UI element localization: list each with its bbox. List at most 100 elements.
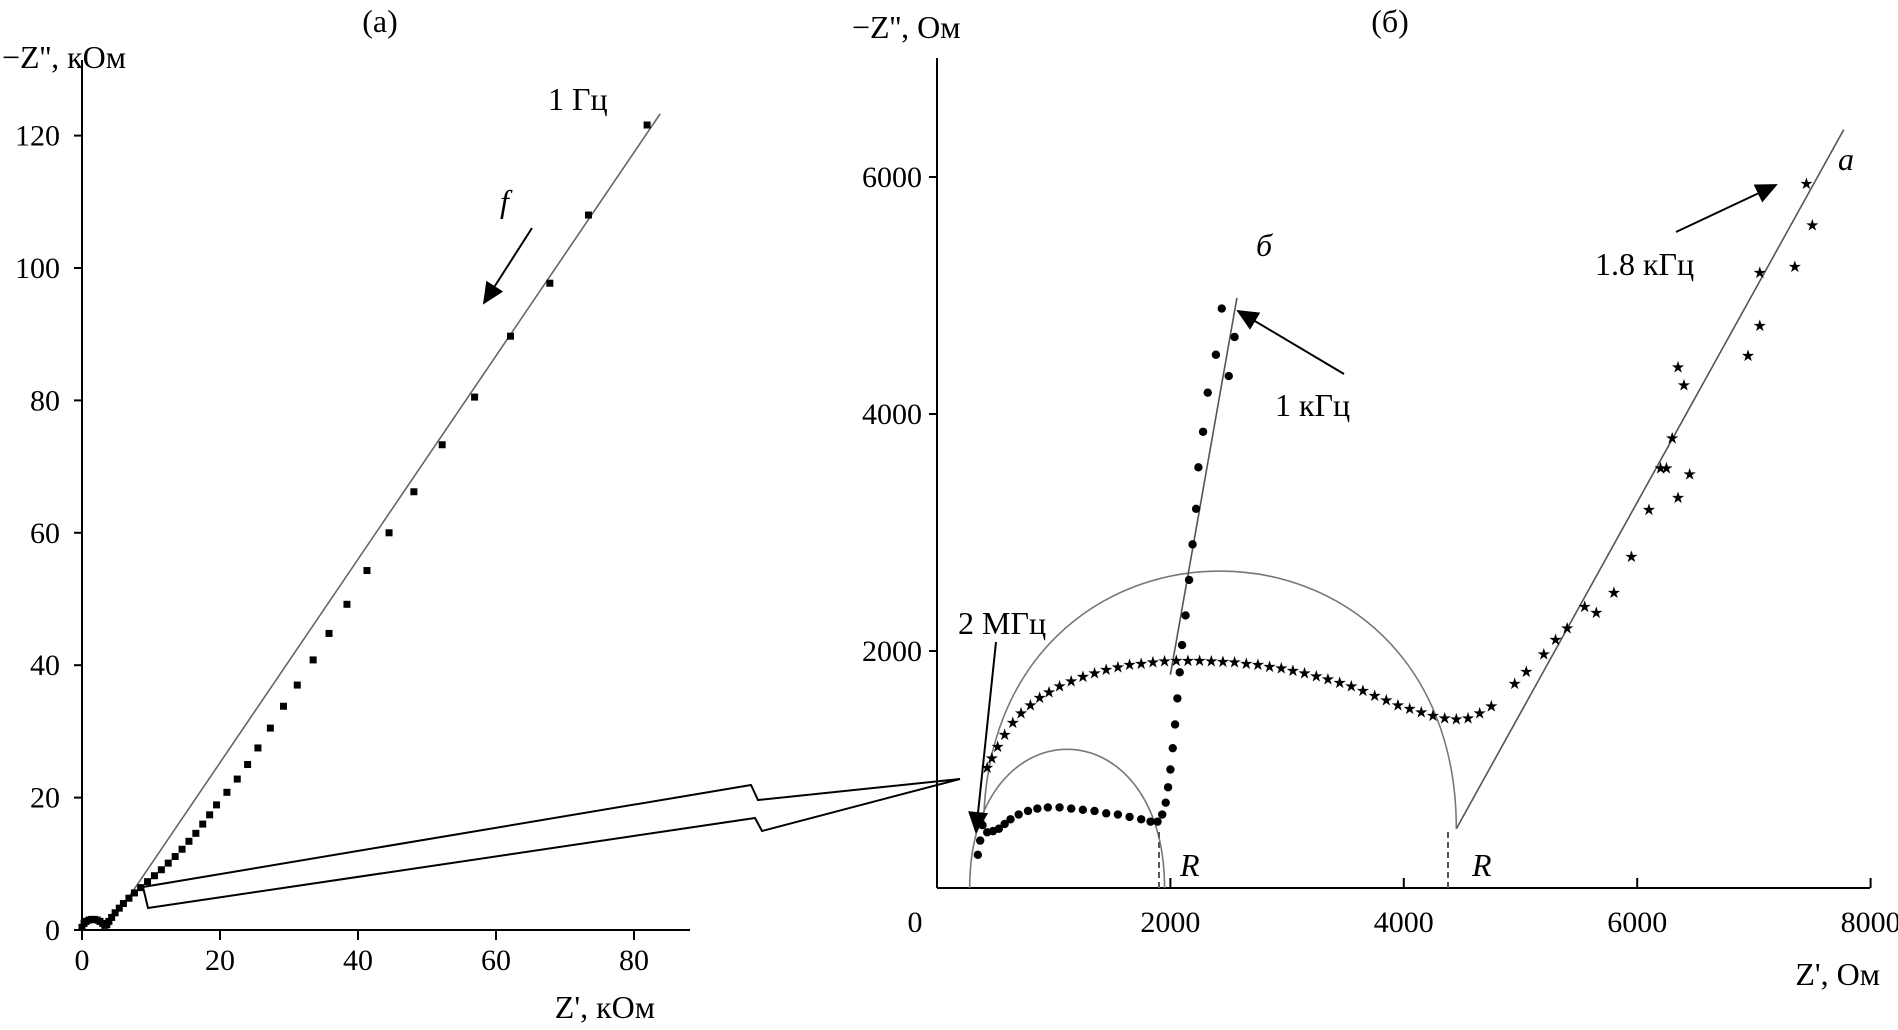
- panel-b-star-point: ★: [1099, 662, 1113, 679]
- panel-a-x-tick-label: 40: [343, 944, 373, 977]
- panel-b-circle-point: [973, 850, 983, 860]
- panel-a-data-point: [119, 900, 127, 908]
- panel-a-data-point: [108, 913, 116, 921]
- panel-b-star-point: ★: [1671, 490, 1685, 507]
- panel-b-circle-point: [1175, 668, 1184, 677]
- panel-b-star-point: ★: [1799, 176, 1813, 193]
- panel-b-star-point: ★: [1659, 460, 1673, 477]
- panel-b-circle-point: [1170, 720, 1180, 729]
- panel-a-data-points: [78, 121, 651, 931]
- panel-b-star-point: ★: [1309, 668, 1323, 685]
- panel-a-data-point: [130, 889, 138, 897]
- panel-b-star-point: ★: [1216, 654, 1230, 671]
- panel-b-semicircle-a: [982, 570, 1458, 829]
- panel-b-circle-point: [1211, 350, 1221, 359]
- panel-b-star-point: ★: [1297, 665, 1311, 682]
- panel-a-data-point: [125, 894, 133, 902]
- panel-b-star-point: ★: [1537, 646, 1551, 663]
- panel-b-r-label-2: R: [1471, 847, 1492, 883]
- panel-a-data-point: [266, 724, 274, 732]
- panel-a-data-point: [293, 681, 301, 689]
- panel-a-data-point: [506, 332, 514, 340]
- panel-b-x-axis-label: Z', Ом: [1795, 956, 1880, 992]
- panel-b-star-point: ★: [1023, 697, 1037, 714]
- panel-b-circle-point: [1006, 815, 1015, 824]
- panel-b-circle-point: [1161, 798, 1170, 807]
- panel-a-ticks: 0 20 40 60 80 0 20 40 60 80 100 120: [15, 120, 649, 977]
- panel-b-circle-point: [1168, 743, 1177, 753]
- panel-b-x-tick-label: 2000: [1140, 906, 1200, 939]
- panel-a-data-point: [192, 829, 200, 837]
- panel-b-circle-point: [1194, 463, 1203, 472]
- panel-b-1-8khz-arrow: [1675, 184, 1778, 233]
- panel-a-y-tick-label: 0: [45, 914, 60, 947]
- panel-a-y-tick-label: 120: [15, 120, 60, 153]
- panel-b-2mhz-label: 2 МГц: [958, 605, 1046, 641]
- panel-a-x-tick-label: 20: [205, 944, 235, 977]
- panel-b-star-point: ★: [1788, 259, 1802, 276]
- panel-b-star-point: ★: [1157, 653, 1171, 670]
- panel-b-circle-point: [1166, 765, 1175, 774]
- panel-a-data-point: [438, 441, 446, 449]
- panel-b-star-point: ★: [998, 727, 1012, 744]
- panel-b-fit-line-b: [1169, 297, 1238, 675]
- panel-b-circle-point: [1181, 611, 1190, 620]
- panel-a-data-point: [410, 488, 418, 496]
- panel-b-star-point: ★: [1519, 664, 1533, 681]
- panel-b-star-point: ★: [1014, 706, 1028, 723]
- panel-a-label: (а): [362, 3, 398, 39]
- panel-b-circle-point: [1023, 806, 1033, 816]
- panel-a-data-point: [343, 600, 351, 608]
- panel-b-star-point: ★: [1204, 653, 1218, 670]
- panel-b-star-point: ★: [1052, 678, 1066, 695]
- panel-b-star-point: ★: [1274, 661, 1288, 678]
- panel-a-direction-label: f: [500, 183, 513, 219]
- panel-a-data-point: [144, 878, 152, 886]
- panel-b-circle-point: [1067, 804, 1076, 813]
- panel-b-star-point: ★: [1578, 599, 1592, 616]
- panel-b-y-tick-label: 4000: [862, 398, 922, 431]
- panel-b-curve-b-label: б: [1256, 227, 1273, 263]
- panel-b-circle-point: [1055, 803, 1064, 812]
- panel-b-star-point: ★: [1414, 704, 1428, 721]
- panel-b-star-point: ★: [1344, 678, 1358, 695]
- panel-a-data-point: [213, 801, 221, 809]
- panel-b-star-point: ★: [1379, 693, 1393, 710]
- panel-a-data-point: [115, 904, 123, 912]
- panel-b-y-axis-label: −Z'', Ом: [852, 9, 960, 45]
- panel-a-direction-arrow: [482, 227, 533, 305]
- panel-b-star-point: ★: [1507, 676, 1521, 693]
- panel-a-data-point: [363, 567, 371, 575]
- panel-b-circle-point: [994, 824, 1004, 833]
- panel-a-y-tick-label: 80: [30, 384, 60, 417]
- panel-b-star-point: ★: [1677, 377, 1691, 394]
- panel-a-y-tick-label: 40: [30, 649, 60, 682]
- panel-b-circle-point: [1102, 809, 1111, 818]
- panel-b-circle-point: [1163, 783, 1173, 792]
- panel-b-circle-point: [1033, 804, 1042, 813]
- panel-b-star-point: ★: [1033, 690, 1047, 707]
- panel-b-1khz-label: 1 кГц: [1275, 387, 1350, 423]
- zoom-arrow: [141, 778, 961, 910]
- panel-b-star-point: ★: [1671, 360, 1685, 377]
- panel-b-chart: (б) −Z'', Ом Z', Ом 0 2000 4000 6000 8000 200…: [852, 3, 1898, 992]
- panel-b-star-point: ★: [1042, 684, 1056, 701]
- panel-b-star-point: ★: [1753, 318, 1767, 335]
- panel-b-semicircle-b: [968, 748, 1166, 889]
- panel-b-star-point: ★: [1332, 675, 1346, 692]
- panel-a-data-point: [78, 923, 86, 931]
- panel-b-star-point: ★: [1087, 665, 1101, 682]
- panel-b-circle-point: [1188, 540, 1197, 549]
- panel-b-circle-point: [1137, 815, 1146, 824]
- panel-b-star-point: ★: [1683, 466, 1697, 483]
- panel-b-circle-point: [1014, 810, 1023, 819]
- panel-a-data-point: [171, 853, 179, 861]
- panel-b-circle-point: [1158, 810, 1167, 819]
- panel-a-chart: (а) −Z'', кОм Z', кОм 0 20 40 60 80 0 20 40 60 80…: [2, 3, 690, 1025]
- panel-a-data-point: [157, 866, 165, 874]
- panel-b-star-point: ★: [1642, 502, 1656, 519]
- panel-b-star-point: ★: [1356, 683, 1370, 700]
- panel-b-y-tick-label: 6000: [862, 161, 922, 194]
- panel-a-data-point: [233, 775, 241, 783]
- panel-b-circle-point: [1198, 427, 1208, 436]
